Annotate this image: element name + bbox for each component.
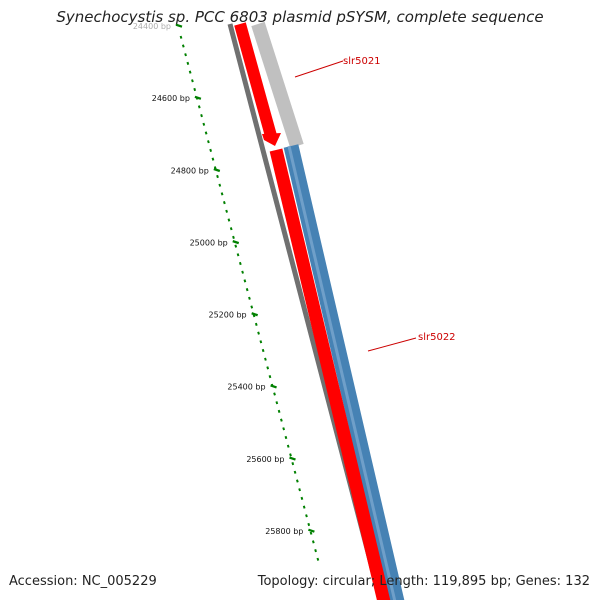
ruler-minor-tick	[220, 192, 224, 196]
slr5022-track	[283, 144, 405, 600]
orf-slr5022	[269, 148, 391, 600]
ruler-minor-tick	[295, 479, 299, 483]
scale-tick-label: 24400 bp	[133, 22, 171, 31]
ruler-minor-tick	[311, 540, 315, 544]
ruler-minor-tick	[307, 522, 311, 527]
ruler-minor-tick	[211, 157, 215, 161]
ruler-minor-tick	[229, 227, 233, 231]
scale-tick-label: 24600 bp	[152, 94, 190, 103]
ruler-minor-tick	[232, 235, 235, 239]
ruler-minor-tick	[245, 288, 249, 292]
ruler-major-tick	[232, 240, 240, 245]
scale-tick-label: 25800 bp	[265, 527, 303, 536]
ruler-major-tick	[289, 456, 296, 461]
scale-tick-label: 25600 bp	[246, 455, 284, 464]
slr5021-track	[251, 21, 304, 149]
accession-label: Accession: NC_005229	[9, 574, 157, 589]
ruler-minor-tick	[204, 131, 208, 135]
ruler-minor-tick	[248, 296, 251, 300]
ruler-minor-tick	[193, 87, 197, 92]
ruler-minor-tick	[184, 53, 187, 57]
ruler-minor-tick	[181, 44, 185, 48]
ruler-minor-tick	[225, 209, 228, 213]
ruler-minor-tick	[305, 514, 308, 518]
orf-arrowhead	[262, 133, 281, 146]
ruler-minor-tick	[259, 340, 263, 344]
ruler-minor-tick	[268, 375, 272, 379]
ruler-minor-tick	[250, 305, 254, 309]
ruler-minor-tick	[300, 496, 304, 500]
ruler-minor-tick	[197, 105, 201, 109]
ruler-minor-tick	[309, 531, 313, 535]
ruler-minor-tick	[223, 201, 226, 205]
ruler-minor-tick	[314, 549, 317, 553]
ruler-minor-tick	[209, 148, 213, 152]
scale-tick-label: 25200 bp	[208, 311, 246, 320]
ruler-minor-tick	[238, 261, 242, 266]
ruler-minor-tick	[289, 453, 292, 457]
scale-tick-label: 25000 bp	[190, 238, 228, 247]
ruler-minor-tick	[202, 122, 206, 126]
scale-tick-label: 25400 bp	[227, 383, 265, 392]
ruler-minor-tick	[275, 401, 279, 405]
ruler-major-tick	[251, 312, 259, 317]
ruler-minor-tick	[286, 444, 290, 448]
ruler-minor-tick	[261, 348, 265, 353]
gene-label-slr5022[interactable]: slr5022	[418, 332, 456, 343]
ruler-minor-tick	[302, 505, 306, 509]
topology-info: Topology: circular; Length: 119,895 bp; …	[257, 574, 590, 589]
ruler-minor-tick	[200, 114, 203, 118]
gene-label-leader	[367, 337, 417, 352]
gene-labels: slr5021 slr5022	[294, 56, 456, 352]
ruler-minor-tick	[234, 244, 238, 248]
ruler-minor-tick	[188, 70, 192, 74]
ruler-major-tick	[308, 528, 315, 533]
gene-tracks	[227, 21, 405, 600]
ruler-minor-tick	[236, 253, 240, 257]
ruler-minor-tick	[218, 183, 222, 187]
scale-tick-label: 24800 bp	[171, 166, 209, 175]
ruler-minor-tick	[316, 557, 320, 561]
map-title: Synechocystis sp. PCC 6803 plasmid pSYSM…	[56, 8, 544, 26]
ruler-minor-tick	[266, 366, 270, 370]
gene-label-slr5021[interactable]: slr5021	[343, 56, 381, 67]
ruler-minor-tick	[282, 427, 286, 431]
ruler-major-tick	[270, 384, 277, 389]
ruler-minor-tick	[243, 279, 247, 283]
slr5022-track-highlight	[287, 145, 397, 600]
ruler-major-tick	[213, 167, 221, 173]
scale-ruler: 24400 bp 24600 bp 24800 bp 25000 bp 25200 bp…	[133, 22, 320, 561]
ruler-major-tick	[194, 95, 202, 100]
ruler-minor-tick	[291, 462, 295, 466]
ruler-minor-tick	[227, 218, 231, 222]
ruler-minor-tick	[207, 140, 210, 144]
gene-label-leader	[294, 60, 344, 78]
ruler-minor-tick	[241, 270, 244, 274]
ruler-minor-tick	[179, 35, 183, 39]
ruler-minor-tick	[284, 435, 288, 440]
ruler-minor-tick	[191, 79, 194, 83]
ruler-major-tick	[175, 23, 183, 28]
ruler-minor-tick	[277, 409, 281, 413]
ruler-minor-tick	[186, 61, 190, 65]
ruler-minor-tick	[273, 392, 276, 396]
ruler-minor-tick	[280, 418, 283, 422]
ruler-minor-tick	[293, 470, 297, 474]
ruler-minor-tick	[298, 488, 301, 492]
ruler-minor-tick	[254, 322, 258, 326]
orf-slr5021	[234, 22, 277, 138]
ruler-minor-tick	[264, 357, 267, 361]
ruler-minor-tick	[216, 174, 219, 179]
ruler-minor-tick	[257, 331, 260, 335]
